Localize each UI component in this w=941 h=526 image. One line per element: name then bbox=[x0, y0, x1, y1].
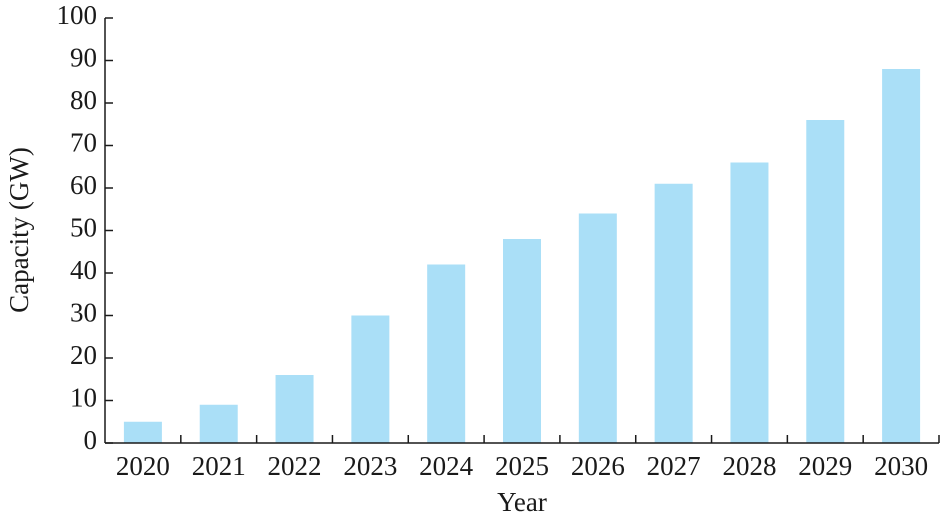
bar bbox=[427, 264, 466, 443]
bar bbox=[123, 421, 162, 443]
bar bbox=[730, 162, 769, 443]
y-tick-label: 40 bbox=[70, 255, 97, 285]
y-tick-label: 20 bbox=[70, 340, 97, 370]
y-tick-label: 30 bbox=[70, 298, 97, 328]
bar bbox=[503, 239, 541, 443]
x-tick-label: 2022 bbox=[268, 451, 322, 481]
y-tick-label: 70 bbox=[70, 128, 97, 158]
x-tick-label: 2026 bbox=[571, 451, 625, 481]
x-tick-label: 2030 bbox=[874, 451, 928, 481]
x-tick-label: 2029 bbox=[798, 451, 852, 481]
y-tick-label: 50 bbox=[70, 213, 97, 243]
bar bbox=[882, 69, 921, 443]
x-tick-label: 2027 bbox=[647, 451, 701, 481]
bar bbox=[351, 315, 390, 443]
y-tick-label: 10 bbox=[70, 383, 97, 413]
y-tick-label: 80 bbox=[70, 85, 97, 115]
bar bbox=[199, 404, 238, 443]
y-tick-label: 90 bbox=[70, 43, 97, 73]
x-tick-label: 2028 bbox=[722, 451, 776, 481]
bar bbox=[654, 183, 693, 443]
x-tick-label: 2023 bbox=[343, 451, 397, 481]
x-tick-label: 2020 bbox=[116, 451, 170, 481]
x-tick-label: 2025 bbox=[495, 451, 549, 481]
x-tick-label: 2024 bbox=[419, 451, 474, 481]
y-axis-label: Capacity (GW) bbox=[4, 147, 34, 313]
bar bbox=[578, 213, 617, 443]
y-tick-label: 60 bbox=[70, 170, 97, 200]
x-axis-label: Year bbox=[497, 487, 547, 517]
bar bbox=[806, 120, 845, 443]
y-tick-label: 100 bbox=[57, 0, 98, 30]
bar bbox=[275, 375, 314, 443]
x-tick-label: 2021 bbox=[192, 451, 246, 481]
y-tick-label: 0 bbox=[84, 425, 98, 455]
